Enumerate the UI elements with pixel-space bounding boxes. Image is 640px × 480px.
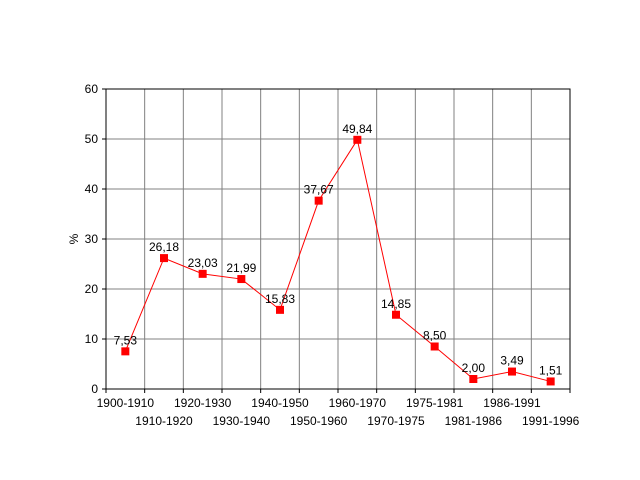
- x-tick-label: 1950-1960: [290, 414, 348, 428]
- x-tick-label: 1910-1920: [135, 414, 193, 428]
- data-points: [121, 135, 555, 386]
- data-label: 23,03: [188, 256, 218, 270]
- data-point-marker: [508, 367, 516, 376]
- data-point-marker: [430, 342, 439, 351]
- data-label: 26,18: [149, 240, 179, 254]
- y-tick-label: 50: [85, 132, 99, 146]
- data-label: 7,53: [114, 333, 138, 347]
- x-tick-label: 1930-1940: [213, 414, 271, 428]
- data-label: 15,83: [265, 292, 295, 306]
- data-label: 1,51: [539, 363, 563, 377]
- data-point-marker: [314, 196, 323, 205]
- y-axis-label: %: [67, 233, 81, 244]
- data-point-marker: [276, 305, 284, 314]
- x-tick-label: 1940-1950: [251, 396, 309, 410]
- data-point-marker: [353, 135, 362, 144]
- y-tick-label: 60: [85, 82, 99, 96]
- data-label: 49,84: [342, 122, 372, 136]
- data-point-marker: [546, 377, 555, 386]
- data-label: 3,49: [500, 354, 524, 368]
- y-tick-label: 40: [85, 182, 99, 196]
- x-tick-label: 1986-1991: [483, 396, 541, 410]
- data-point-marker: [469, 375, 478, 383]
- x-tick-label: 1960-1970: [329, 396, 387, 410]
- data-point-marker: [198, 269, 207, 278]
- y-tick-label: 10: [85, 332, 99, 346]
- x-tick-label: 1975-1981: [406, 396, 464, 410]
- data-point-marker: [121, 347, 130, 356]
- x-tick-label: 1900-1910: [97, 396, 155, 410]
- data-label: 14,85: [381, 297, 411, 311]
- data-point-marker: [392, 310, 400, 319]
- data-point-marker: [160, 254, 168, 263]
- y-tick-label: 0: [91, 382, 98, 396]
- x-tick-label: 1920-1930: [174, 396, 232, 410]
- data-label: 2,00: [462, 361, 486, 375]
- data-labels: 7,53 26,18 23,03 21,99 15,83 37,67 49,84 14,85 8…: [114, 122, 563, 378]
- y-axis: 0 10 20 30 40 50 60: [85, 82, 106, 396]
- series-polyline: [124, 138, 551, 382]
- x-axis: 1900-1910 1910-1920 1920-1930 1930-1940 1940…: [97, 389, 580, 428]
- y-tick-label: 20: [85, 282, 99, 296]
- data-point-marker: [237, 275, 246, 284]
- grid-lines: [106, 89, 570, 389]
- data-label: 8,50: [423, 329, 447, 343]
- x-tick-label: 1981-1986: [445, 414, 503, 428]
- series-line: [124, 138, 551, 382]
- y-tick-label: 30: [85, 232, 99, 246]
- x-tick-label: 1970-1975: [367, 414, 425, 428]
- data-label: 37,67: [304, 183, 334, 197]
- x-tick-label: 1991-1996: [522, 414, 580, 428]
- data-label: 21,99: [226, 261, 256, 275]
